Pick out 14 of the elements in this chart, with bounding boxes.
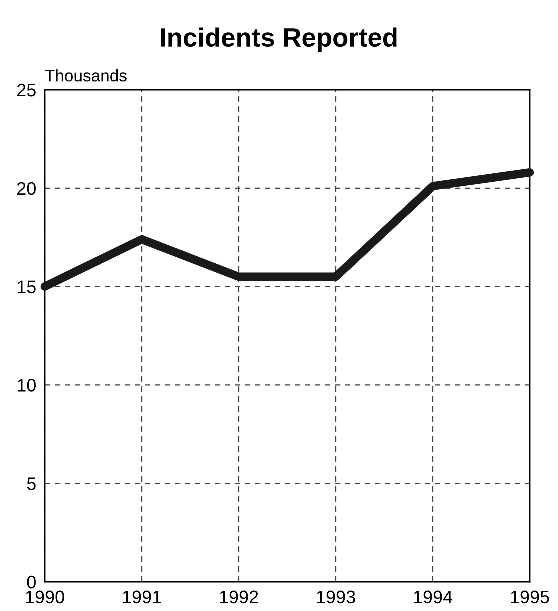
chart-title: Incidents Reported [161,28,397,52]
x-tick-label: 1995 [511,590,550,604]
y-axis-title: Thousands [45,70,127,82]
y-tick-label: 15 [18,280,36,294]
y-tick-label: 5 [27,478,36,490]
x-tick-label: 1991 [123,590,162,604]
y-tick-label: 0 [27,576,36,589]
x-tick-label: 1994 [414,590,453,604]
y-tick-label: 10 [18,379,36,392]
y-tick-label: 20 [17,182,36,196]
x-tick-label: 1990 [26,590,64,604]
y-tick-label: 25 [17,84,36,97]
x-tick-label: 1992 [220,590,258,604]
x-tick-label: 1993 [317,590,356,604]
